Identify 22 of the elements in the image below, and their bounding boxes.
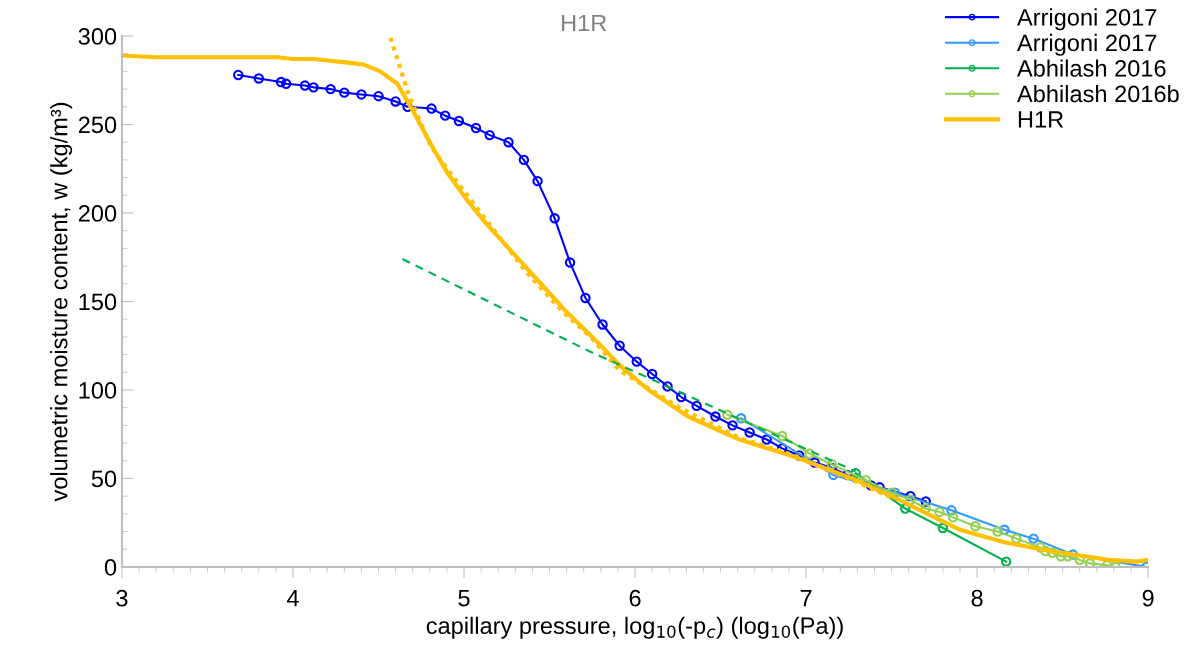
x-tick-label: 9 — [1142, 589, 1154, 607]
x-tick-label: 7 — [800, 590, 812, 607]
y-tick-label: 200 — [78, 205, 117, 222]
legend-label: Arrigoni 2017 — [1017, 33, 1157, 56]
y-tick-label: 150 — [79, 293, 117, 311]
x-tick-label: 4 — [286, 590, 299, 607]
x-tick-label: 8 — [971, 589, 983, 607]
legend-label: Abhilash 2016 — [1017, 59, 1166, 77]
y-axis-title: volumetric moisture content, w (kg/m³) — [50, 102, 73, 502]
y-tick-label: 300 — [78, 28, 117, 45]
legend-label: Arrigoni 2017 — [1017, 8, 1157, 31]
x-tick-label: 6 — [629, 589, 641, 607]
x-axis-title: capillary pressure, log$_{10}$(-p$_{c}$) (log$_{10}$(Pa)) — [426, 616, 843, 639]
chart-title: H1R — [562, 14, 607, 32]
y-tick-label: 0 — [104, 559, 117, 576]
x-tick-label: 3 — [116, 589, 128, 607]
legend-label: Abhilash 2016b — [1017, 84, 1179, 103]
y-tick-label: 100 — [79, 382, 117, 399]
legend-label: H1R — [1018, 111, 1064, 128]
y-tick-label: 250 — [78, 116, 117, 134]
y-tick-label: 50 — [91, 470, 117, 488]
x-tick-label: 5 — [458, 590, 470, 607]
